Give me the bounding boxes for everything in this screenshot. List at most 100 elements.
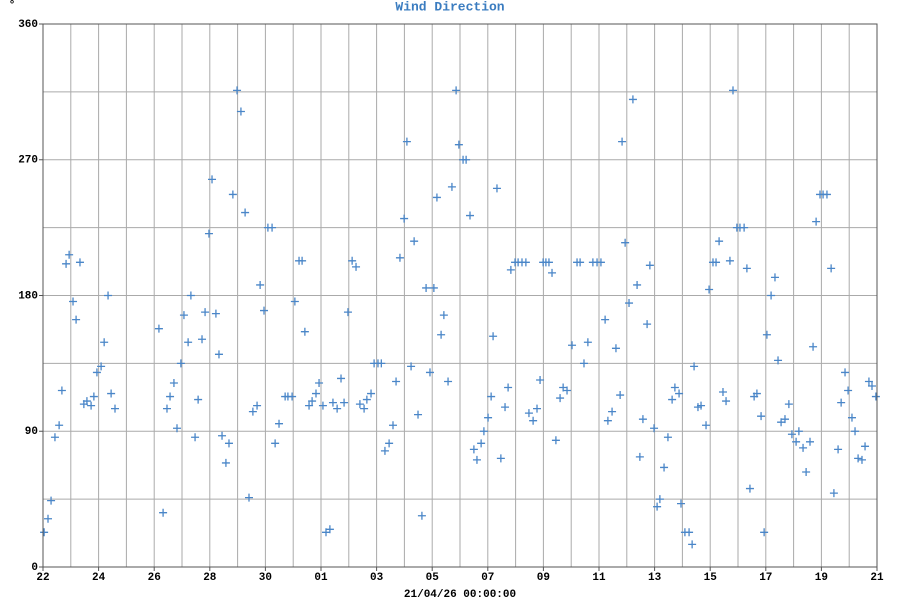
point [533, 404, 542, 413]
point [792, 437, 801, 446]
point [221, 458, 230, 467]
point [635, 452, 644, 461]
point [851, 427, 860, 436]
point [414, 410, 423, 419]
point [633, 280, 642, 289]
point [400, 214, 409, 223]
point [871, 392, 880, 401]
point [248, 407, 257, 416]
point [253, 401, 262, 410]
point [75, 258, 84, 267]
point [72, 315, 81, 324]
point [166, 392, 175, 401]
point [857, 455, 866, 464]
x-tick-label: 01 [314, 572, 328, 584]
point [422, 283, 431, 292]
point [194, 395, 203, 404]
point [806, 437, 815, 446]
point [794, 427, 803, 436]
point [740, 223, 749, 232]
point [360, 404, 369, 413]
point [715, 237, 724, 246]
point [179, 311, 188, 320]
point [44, 514, 53, 523]
point [169, 378, 178, 387]
point [596, 258, 605, 267]
point [328, 398, 337, 407]
point [55, 421, 64, 430]
point [854, 454, 863, 463]
point [340, 398, 349, 407]
point [271, 439, 280, 448]
point [308, 397, 317, 406]
point [107, 389, 116, 398]
point [100, 338, 109, 347]
point [601, 315, 610, 324]
x-tick-label: 30 [259, 572, 272, 584]
point [556, 394, 565, 403]
point [812, 217, 821, 226]
x-tick-label: 22 [36, 572, 49, 584]
point [653, 502, 662, 511]
point [82, 397, 91, 406]
point [551, 436, 560, 445]
y-tick-label: 180 [18, 290, 38, 302]
x-tick-label: 11 [592, 572, 606, 584]
point [362, 395, 371, 404]
point [380, 446, 389, 455]
point [650, 424, 659, 433]
point [479, 427, 488, 436]
point [92, 368, 101, 377]
point [655, 495, 664, 504]
x-tick-label: 19 [815, 572, 828, 584]
y-tick-label: 270 [18, 155, 38, 167]
point [318, 401, 327, 410]
point [444, 377, 453, 386]
point [300, 327, 309, 336]
point [579, 359, 588, 368]
point [718, 388, 727, 397]
point [47, 496, 56, 505]
y-unit: ° [9, 0, 16, 12]
point [40, 528, 49, 537]
point [767, 291, 776, 300]
point [847, 413, 856, 422]
point [224, 439, 233, 448]
point [484, 413, 493, 422]
point [236, 107, 245, 116]
point [256, 280, 265, 289]
point [244, 493, 253, 502]
point [752, 389, 761, 398]
point [603, 416, 612, 425]
point [211, 309, 220, 318]
point [774, 356, 783, 365]
point [621, 238, 630, 247]
point [454, 140, 463, 149]
point [834, 445, 843, 454]
point [616, 391, 625, 400]
point [822, 190, 831, 199]
point [290, 297, 299, 306]
point [702, 421, 711, 430]
point [608, 407, 617, 416]
point [809, 342, 818, 351]
point [104, 291, 113, 300]
point [645, 261, 654, 270]
point [410, 237, 419, 246]
point [392, 377, 401, 386]
point [447, 182, 456, 191]
point [172, 424, 181, 433]
point [780, 415, 789, 424]
point [367, 389, 376, 398]
point [722, 397, 731, 406]
point [355, 400, 364, 409]
point [208, 175, 217, 184]
point [867, 382, 876, 390]
point [472, 455, 481, 464]
point [333, 404, 342, 413]
y-tick-label: 90 [25, 426, 38, 438]
point [377, 359, 386, 368]
x-tick-label: 03 [370, 572, 384, 584]
point [65, 250, 74, 259]
